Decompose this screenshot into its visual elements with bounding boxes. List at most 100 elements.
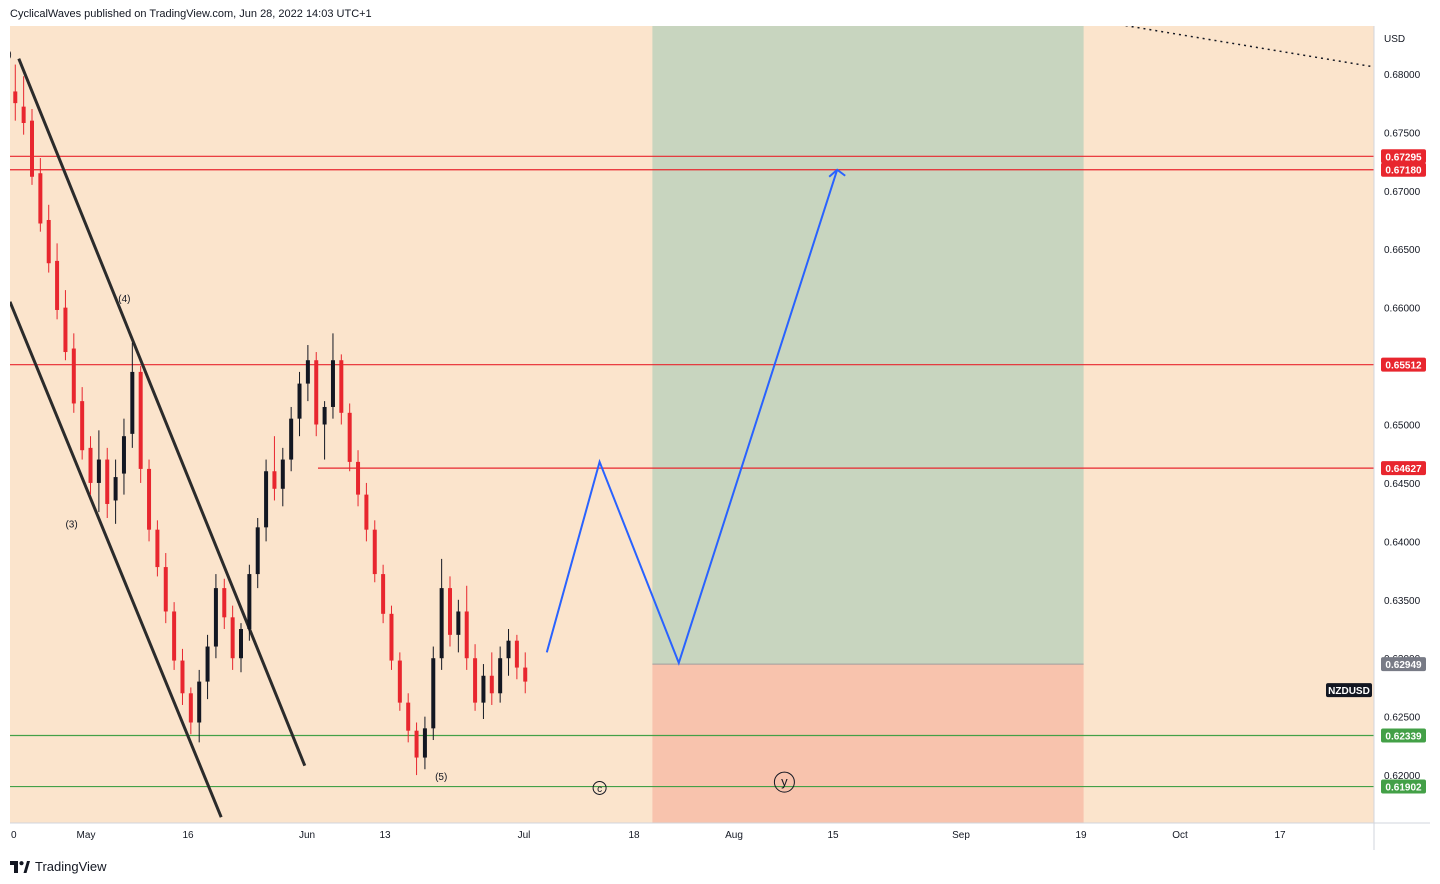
candle-body[interactable] <box>255 527 260 575</box>
symbol-label-bg[interactable] <box>1326 683 1372 698</box>
candle-body[interactable] <box>322 406 327 425</box>
candle-body[interactable] <box>448 588 452 635</box>
chart-frame[interactable]: (4) (3) (5)) c y USD 0.68000 0.67500 0.67000 0.66… <box>10 26 1430 850</box>
candle-body[interactable] <box>464 611 469 659</box>
wave-label[interactable]: ) <box>10 50 12 61</box>
footer-brand[interactable]: TradingView <box>35 859 107 874</box>
price-line-label-bg[interactable] <box>1381 357 1426 372</box>
candle-body[interactable] <box>38 173 43 224</box>
candle-body[interactable] <box>264 471 269 528</box>
dotted-trendline[interactable] <box>1102 26 1375 68</box>
entry-price-label[interactable]: 0.62949 <box>1385 660 1422 671</box>
wave-label[interactable]: (5) <box>435 772 447 783</box>
target-zone[interactable] <box>652 26 1084 665</box>
price-line-label-bg[interactable] <box>1381 779 1426 794</box>
candle-body[interactable] <box>247 574 252 630</box>
candle-body[interactable] <box>422 728 427 758</box>
candle-body[interactable] <box>473 658 478 703</box>
candle-body[interactable] <box>205 646 210 682</box>
candle-body[interactable] <box>147 468 152 530</box>
candle-body[interactable] <box>105 459 110 504</box>
candle-body[interactable] <box>188 693 193 723</box>
candle-body[interactable] <box>389 613 394 661</box>
price-line-label[interactable]: 0.61902 <box>1385 783 1422 794</box>
candle-body[interactable] <box>356 461 361 495</box>
price-line-label[interactable]: 0.64627 <box>1385 464 1422 475</box>
price-line-label[interactable]: 0.62339 <box>1385 731 1422 742</box>
price-line-label-bg[interactable] <box>1381 149 1426 164</box>
candle-body[interactable] <box>514 640 519 668</box>
candle-body[interactable] <box>347 412 352 462</box>
candle-body[interactable] <box>406 702 411 731</box>
candle-body[interactable] <box>230 617 235 659</box>
x-tick-label: 15 <box>827 830 839 841</box>
projection-arrowhead[interactable] <box>828 168 846 178</box>
candle-body[interactable] <box>21 106 26 123</box>
price-line-label[interactable]: 0.65512 <box>1385 361 1422 372</box>
candle-body[interactable] <box>330 360 335 407</box>
candle-body[interactable] <box>130 371 135 434</box>
candle-body[interactable] <box>431 658 436 729</box>
candle-body[interactable] <box>498 658 503 694</box>
wave-label[interactable]: c <box>597 784 602 795</box>
candle-body[interactable] <box>372 529 377 575</box>
candle-body[interactable] <box>339 360 344 413</box>
price-line-label[interactable]: 0.67295 <box>1385 152 1422 163</box>
candle-body[interactable] <box>222 588 227 618</box>
candle-body[interactable] <box>172 611 177 661</box>
price-line-label-bg[interactable] <box>1381 162 1426 177</box>
candle-body[interactable] <box>381 574 386 614</box>
candle-body[interactable] <box>305 360 310 384</box>
price-line-label-bg[interactable] <box>1381 728 1426 743</box>
candle-body[interactable] <box>481 675 486 703</box>
wave-label[interactable]: (3) <box>65 519 77 530</box>
candle-body[interactable] <box>272 471 277 489</box>
candle-body[interactable] <box>180 660 185 694</box>
candle-body[interactable] <box>71 348 76 404</box>
tradingview-logo-icon[interactable] <box>10 861 30 873</box>
candle-body[interactable] <box>163 567 168 612</box>
candle-body[interactable] <box>414 730 419 758</box>
channel-line[interactable] <box>10 301 223 818</box>
candle-body[interactable] <box>239 629 243 659</box>
candle-body[interactable] <box>155 529 160 568</box>
channel-line[interactable] <box>17 58 307 767</box>
candle-body[interactable] <box>314 360 319 425</box>
candle-body[interactable] <box>46 219 51 264</box>
entry-price-label-bg[interactable] <box>1381 657 1426 672</box>
candle-body[interactable] <box>364 494 369 530</box>
candle-body[interactable] <box>138 371 143 469</box>
wave-label[interactable]: (4) <box>118 294 130 305</box>
wave-label[interactable]: y <box>781 774 788 789</box>
candle-body[interactable] <box>30 120 34 177</box>
candle-body[interactable] <box>55 260 60 310</box>
price-chart[interactable]: (4) (3) (5)) c y USD 0.68000 0.67500 0.67000 0.66… <box>10 26 1430 850</box>
candle-body[interactable] <box>489 675 494 694</box>
candle-body[interactable] <box>397 660 402 703</box>
candle-body[interactable] <box>439 588 444 659</box>
candle-body[interactable] <box>63 307 68 353</box>
candle-body[interactable] <box>280 459 285 489</box>
candle-body[interactable] <box>456 611 461 635</box>
candle-body[interactable] <box>297 383 302 419</box>
candle-body[interactable] <box>506 640 511 659</box>
candle-body[interactable] <box>88 447 93 483</box>
x-tick-label: Jun <box>299 830 315 841</box>
candle-body[interactable] <box>213 588 218 647</box>
candle-body[interactable] <box>289 418 294 460</box>
price-line-label-bg[interactable] <box>1381 461 1426 476</box>
symbol-label[interactable]: NZDUSD <box>1328 686 1370 697</box>
y-tick-label: 0.67000 <box>1384 187 1421 198</box>
price-line-label[interactable]: 0.67180 <box>1385 166 1422 177</box>
y-tick-label: 0.68000 <box>1384 70 1421 81</box>
candle-body[interactable] <box>113 477 118 501</box>
stop-zone[interactable] <box>652 664 1084 823</box>
candle-body[interactable] <box>121 436 126 474</box>
candle-body[interactable] <box>13 91 18 104</box>
projection-path[interactable] <box>545 169 839 666</box>
candle-body[interactable] <box>96 459 101 483</box>
y-tick-label: 0.67500 <box>1384 128 1421 139</box>
candle-body[interactable] <box>523 667 528 682</box>
candle-body[interactable] <box>80 401 85 451</box>
candle-body[interactable] <box>197 681 202 723</box>
